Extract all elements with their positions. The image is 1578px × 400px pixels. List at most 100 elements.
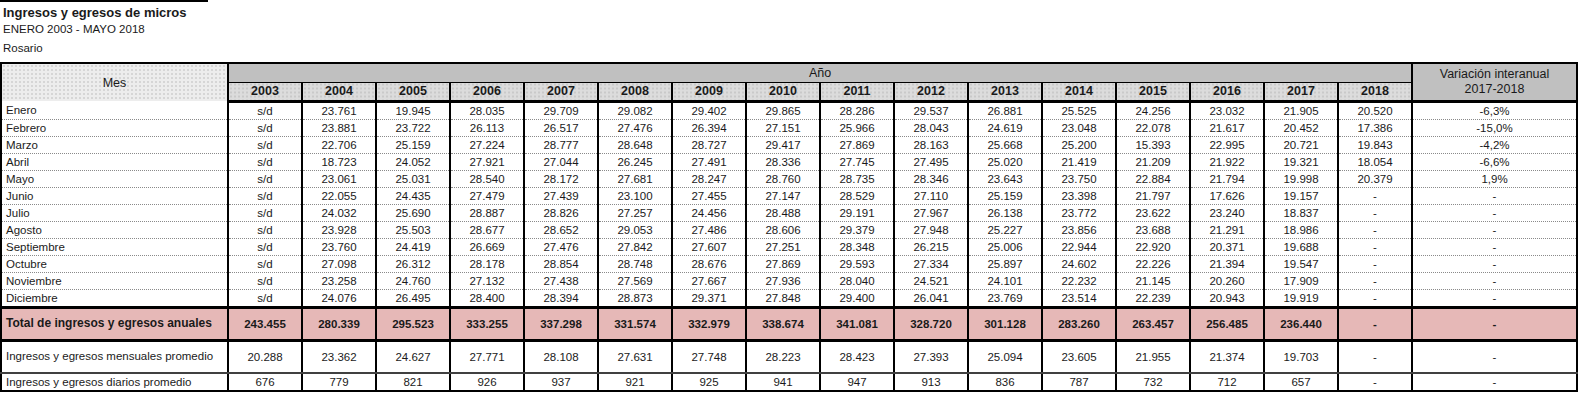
- value-cell: 22.920: [1116, 238, 1190, 255]
- table-row: Septiembres/d23.76024.41926.66927.47627.…: [1, 238, 1577, 255]
- value-cell: 21.209: [1116, 153, 1190, 170]
- value-cell: 28.394: [524, 289, 598, 307]
- value-cell: 29.865: [746, 101, 820, 119]
- value-cell: 23.772: [1042, 204, 1116, 221]
- value-cell: 26.312: [376, 255, 450, 272]
- value-cell: 779: [302, 373, 376, 391]
- value-cell: 27.439: [524, 187, 598, 204]
- value-cell: 24.435: [376, 187, 450, 204]
- value-cell: 28.247: [672, 170, 746, 187]
- row-label: Julio: [1, 204, 228, 221]
- value-cell: 28.346: [894, 170, 968, 187]
- variation-header-line1: Variación interanual: [1415, 67, 1574, 82]
- value-cell: 27.476: [598, 119, 672, 136]
- value-cell: s/d: [228, 204, 302, 221]
- value-cell: 23.643: [968, 170, 1042, 187]
- value-cell: s/d: [228, 153, 302, 170]
- value-cell: 28.727: [672, 136, 746, 153]
- value-cell: 27.257: [598, 204, 672, 221]
- year-header: 2014: [1042, 82, 1116, 101]
- value-cell: 24.602: [1042, 255, 1116, 272]
- value-cell: 28.488: [746, 204, 820, 221]
- value-cell: 947: [820, 373, 894, 391]
- value-cell: 25.094: [968, 340, 1042, 373]
- value-cell: 18.723: [302, 153, 376, 170]
- value-cell: 18.054: [1338, 153, 1412, 170]
- value-cell: 22.232: [1042, 272, 1116, 289]
- value-cell: 19.688: [1264, 238, 1338, 255]
- year-header: 2016: [1190, 82, 1264, 101]
- row-label: Agosto: [1, 221, 228, 238]
- year-header: 2015: [1116, 82, 1190, 101]
- value-cell: 27.936: [746, 272, 820, 289]
- variation-cell: -: [1412, 187, 1577, 204]
- value-cell: 263.457: [1116, 307, 1190, 340]
- value-cell: 337.298: [524, 307, 598, 340]
- table-header: Mes Año Variación interanual 2017-2018 2…: [1, 63, 1577, 101]
- value-cell: 283.260: [1042, 307, 1116, 340]
- table-row: Mayos/d23.06125.03128.54028.17227.68128.…: [1, 170, 1577, 187]
- year-header: 2005: [376, 82, 450, 101]
- period-subtitle: ENERO 2003 - MAYO 2018: [3, 21, 1578, 38]
- value-cell: 24.076: [302, 289, 376, 307]
- value-cell: 25.227: [968, 221, 1042, 238]
- value-cell: 28.423: [820, 340, 894, 373]
- value-cell: 28.286: [820, 101, 894, 119]
- year-header: 2008: [598, 82, 672, 101]
- value-cell: 24.419: [376, 238, 450, 255]
- value-cell: 27.667: [672, 272, 746, 289]
- value-cell: 20.943: [1190, 289, 1264, 307]
- row-label: Febrero: [1, 119, 228, 136]
- variation-cell: -4,2%: [1412, 136, 1577, 153]
- value-cell: 27.151: [746, 119, 820, 136]
- value-cell: 23.061: [302, 170, 376, 187]
- value-cell: 28.223: [746, 340, 820, 373]
- value-cell: 22.944: [1042, 238, 1116, 255]
- value-cell: 27.921: [450, 153, 524, 170]
- value-cell: 24.052: [376, 153, 450, 170]
- table-row: Diciembres/d24.07626.49528.40028.39428.8…: [1, 289, 1577, 307]
- value-cell: 25.525: [1042, 101, 1116, 119]
- value-cell: 25.020: [968, 153, 1042, 170]
- value-cell: 24.032: [302, 204, 376, 221]
- value-cell: 22.706: [302, 136, 376, 153]
- value-cell: 23.761: [302, 101, 376, 119]
- value-cell: 17.626: [1190, 187, 1264, 204]
- value-cell: 21.794: [1190, 170, 1264, 187]
- group-header-row: Mes Año Variación interanual 2017-2018: [1, 63, 1577, 82]
- year-header: 2012: [894, 82, 968, 101]
- value-cell: 676: [228, 373, 302, 391]
- value-cell: 19.157: [1264, 187, 1338, 204]
- value-cell: -: [1338, 340, 1412, 373]
- value-cell: 20.452: [1264, 119, 1338, 136]
- value-cell: 338.674: [746, 307, 820, 340]
- value-cell: 29.191: [820, 204, 894, 221]
- value-cell: 25.897: [968, 255, 1042, 272]
- ingresos-egresos-table: Mes Año Variación interanual 2017-2018 2…: [0, 62, 1578, 392]
- value-cell: 787: [1042, 373, 1116, 391]
- value-cell: 28.529: [820, 187, 894, 204]
- value-cell: 27.771: [450, 340, 524, 373]
- value-cell: 28.040: [820, 272, 894, 289]
- year-header: 2010: [746, 82, 820, 101]
- value-cell: 26.881: [968, 101, 1042, 119]
- variation-cell: 1,9%: [1412, 170, 1577, 187]
- value-cell: 21.617: [1190, 119, 1264, 136]
- variation-cell: -: [1412, 340, 1577, 373]
- value-cell: 27.479: [450, 187, 524, 204]
- region-label: Rosario: [3, 40, 1578, 57]
- value-cell: 243.455: [228, 307, 302, 340]
- value-cell: -: [1338, 373, 1412, 391]
- value-cell: 21.419: [1042, 153, 1116, 170]
- variation-cell: -: [1412, 221, 1577, 238]
- value-cell: 23.032: [1190, 101, 1264, 119]
- value-cell: 27.147: [746, 187, 820, 204]
- value-cell: 28.826: [524, 204, 598, 221]
- row-label: Diciembre: [1, 289, 228, 307]
- value-cell: 27.842: [598, 238, 672, 255]
- value-cell: 26.669: [450, 238, 524, 255]
- value-cell: 25.200: [1042, 136, 1116, 153]
- value-cell: 29.417: [746, 136, 820, 153]
- value-cell: 28.606: [746, 221, 820, 238]
- value-cell: 22.884: [1116, 170, 1190, 187]
